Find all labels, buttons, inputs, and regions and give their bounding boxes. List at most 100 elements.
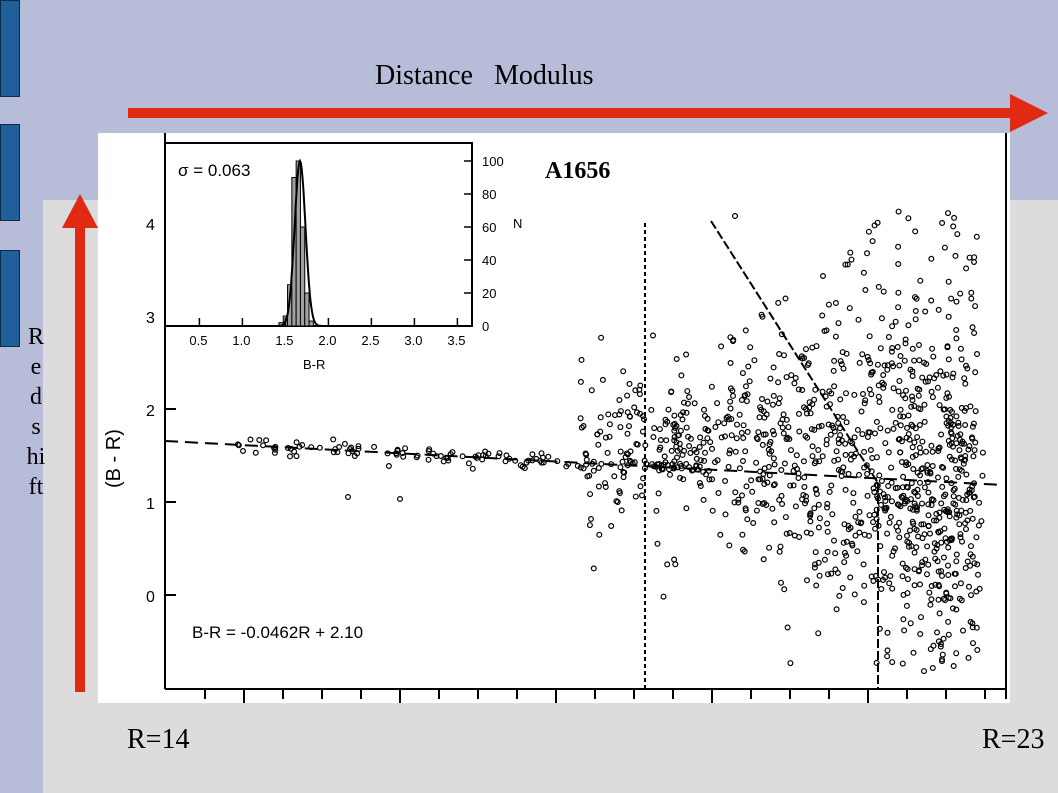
- galaxy-point: [896, 534, 903, 541]
- main-x-ticks: [204, 689, 986, 703]
- galaxy-point: [948, 424, 955, 431]
- galaxy-point: [895, 261, 902, 268]
- galaxy-point: [617, 424, 624, 431]
- galaxy-point: [799, 355, 806, 362]
- galaxy-point: [914, 434, 921, 441]
- galaxy-point: [835, 420, 842, 427]
- galaxy-point: [969, 624, 976, 631]
- galaxy-point: [921, 484, 928, 491]
- galaxy-point: [845, 522, 852, 529]
- galaxy-point: [871, 489, 878, 496]
- galaxy-point: [976, 499, 983, 506]
- galaxy-point: [897, 353, 904, 360]
- inset-x-tick-label: 0.5: [189, 333, 207, 348]
- galaxy-point: [285, 445, 292, 452]
- galaxy-point: [905, 461, 912, 468]
- galaxy-point: [956, 595, 963, 602]
- galaxy-point: [907, 496, 914, 503]
- galaxy-point: [660, 593, 667, 600]
- galaxy-point: [616, 397, 623, 404]
- galaxy-point: [935, 445, 942, 452]
- galaxy-point: [908, 393, 915, 400]
- galaxy-point: [683, 351, 690, 358]
- galaxy-point: [884, 494, 891, 501]
- galaxy-point: [697, 483, 704, 490]
- galaxy-point: [686, 443, 693, 450]
- galaxy-point: [631, 459, 638, 466]
- galaxy-point: [793, 452, 800, 459]
- galaxy-point: [414, 452, 421, 459]
- galaxy-point: [832, 550, 839, 557]
- galaxy-point: [690, 466, 697, 473]
- galaxy-point: [943, 589, 950, 596]
- galaxy-point: [889, 659, 896, 666]
- galaxy-point: [976, 585, 983, 592]
- galaxy-point: [872, 572, 879, 579]
- galaxy-point: [345, 494, 352, 501]
- galaxy-point: [919, 535, 926, 542]
- galaxy-point: [970, 258, 977, 265]
- galaxy-point: [868, 371, 875, 378]
- galaxy-point: [953, 551, 960, 558]
- galaxy-point: [916, 472, 923, 479]
- galaxy-point: [815, 447, 822, 454]
- galaxy-point: [945, 356, 952, 363]
- galaxy-point: [656, 426, 663, 433]
- galaxy-point: [939, 483, 946, 490]
- galaxy-point: [827, 431, 834, 438]
- inset-y-tick-label: 60: [482, 220, 496, 235]
- galaxy-point: [529, 457, 536, 464]
- galaxy-point: [655, 490, 662, 497]
- galaxy-point: [700, 406, 707, 413]
- inset-x-ticks: 0.5 1.0 1.5 2.0 2.5 3.0 3.5: [189, 318, 465, 348]
- galaxy-point: [909, 345, 916, 352]
- galaxy-point: [604, 449, 611, 456]
- galaxy-point: [586, 522, 593, 529]
- galaxy-point: [884, 629, 891, 636]
- distance-arrow: [128, 94, 1048, 132]
- galaxy-point: [901, 500, 908, 507]
- galaxy-point: [316, 444, 323, 451]
- galaxy-point: [921, 418, 928, 425]
- galaxy-point: [882, 440, 889, 447]
- galaxy-point: [959, 627, 966, 634]
- galaxy-point: [599, 376, 606, 383]
- galaxy-point: [701, 449, 708, 456]
- galaxy-point: [973, 233, 980, 240]
- galaxy-point: [932, 555, 939, 562]
- galaxy-point: [626, 413, 633, 420]
- galaxy-point: [843, 419, 850, 426]
- galaxy-point: [876, 472, 883, 479]
- galaxy-point: [926, 374, 933, 381]
- galaxy-point: [727, 385, 734, 392]
- galaxy-point: [916, 479, 923, 486]
- galaxy-point: [649, 332, 656, 339]
- galaxy-point: [252, 449, 259, 456]
- galaxy-point: [704, 427, 711, 434]
- galaxy-point: [617, 408, 624, 415]
- galaxy-point: [263, 437, 270, 444]
- galaxy-point: [722, 511, 729, 518]
- galaxy-point: [922, 556, 929, 563]
- galaxy-point: [334, 449, 341, 456]
- galaxy-point: [928, 388, 935, 395]
- galaxy-point: [578, 356, 585, 363]
- galaxy-point: [753, 507, 760, 514]
- galaxy-point: [878, 586, 885, 593]
- galaxy-point: [961, 456, 968, 463]
- galaxy-point: [780, 411, 787, 418]
- galaxy-point: [918, 562, 925, 569]
- galaxy-point: [807, 518, 814, 525]
- side-tab-1: [0, 0, 20, 97]
- galaxy-point: [799, 387, 806, 394]
- galaxy-point: [863, 462, 870, 469]
- galaxy-point: [890, 363, 897, 370]
- inset-x-tick-label: 1.0: [232, 333, 250, 348]
- galaxy-point: [917, 614, 924, 621]
- galaxy-point: [875, 393, 882, 400]
- galaxy-point: [787, 660, 794, 667]
- galaxy-point: [873, 506, 880, 513]
- galaxy-point: [611, 473, 618, 480]
- galaxy-point: [792, 375, 799, 382]
- galaxy-point: [700, 439, 707, 446]
